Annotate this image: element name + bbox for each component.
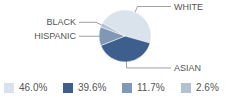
svg-text:BLACK: BLACK (46, 17, 76, 27)
svg-text:WHITE: WHITE (174, 2, 203, 12)
html-text:46.0%: 46.0% (19, 82, 48, 93)
html-text:39.6%: 39.6% (78, 82, 107, 93)
svg-text:HISPANIC: HISPANIC (34, 31, 76, 41)
html-text:11.7%: 11.7% (137, 82, 165, 93)
svg-text:ASIAN: ASIAN (174, 63, 201, 73)
html-text:2.6%: 2.6% (196, 82, 219, 93)
